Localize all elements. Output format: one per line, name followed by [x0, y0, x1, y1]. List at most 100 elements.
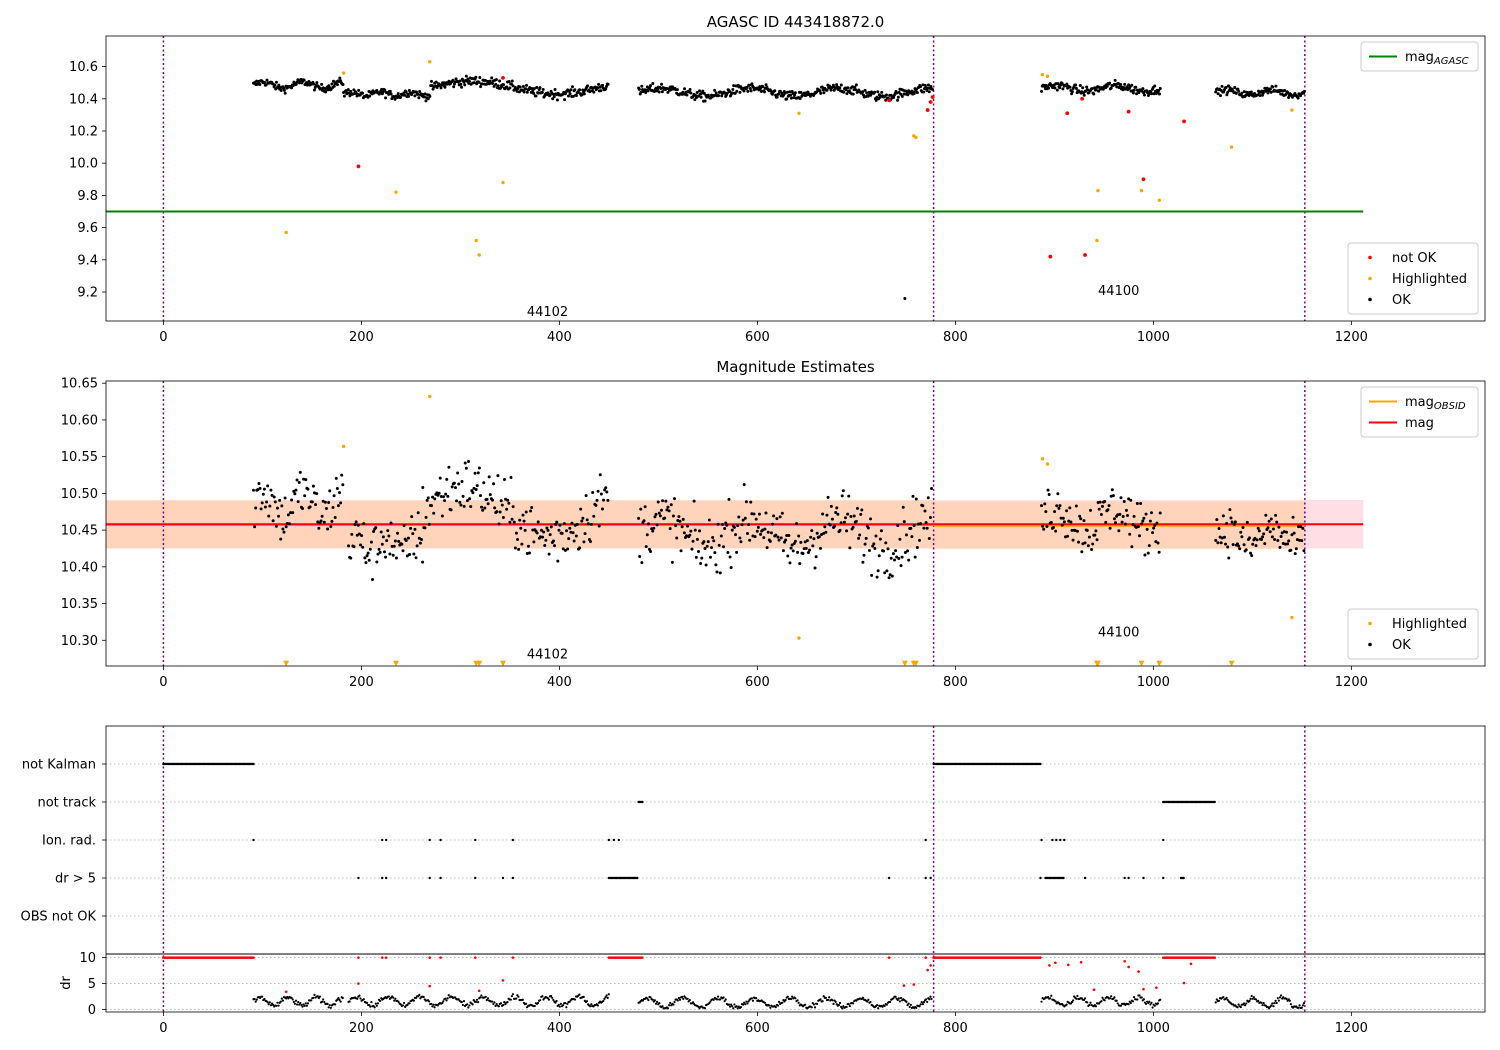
ok-data-point: [411, 532, 415, 536]
ok-data-point: [702, 540, 706, 544]
ok-data-point: [1115, 85, 1119, 89]
not-ok-data-point: [1126, 109, 1131, 114]
ok-data-point: [466, 77, 470, 81]
flag-point: [612, 838, 616, 842]
ok-data-point: [273, 500, 277, 504]
ok-data-point: [1099, 512, 1103, 516]
dr-point: [751, 999, 755, 1002]
dr-point: [348, 1000, 351, 1003]
dr-point: [658, 1001, 661, 1005]
dr-point: [365, 1001, 369, 1004]
ok-data-point: [1299, 525, 1303, 529]
dr-point: [1277, 999, 1280, 1002]
dr-point: [322, 998, 325, 1001]
ok-data-point: [1216, 541, 1220, 545]
ok-data-point: [606, 82, 610, 86]
ok-data-point: [657, 511, 661, 515]
dr-point: [1040, 1000, 1043, 1003]
ok-data-point: [310, 500, 314, 504]
ok-data-point: [1291, 515, 1295, 519]
ok-data-point: [1075, 529, 1079, 533]
ok-data-point: [332, 494, 336, 498]
ok-data-point: [350, 532, 354, 536]
ok-data-point: [427, 522, 431, 526]
x-tick-label: 800: [943, 1021, 968, 1036]
ok-data-point: [903, 296, 907, 300]
dr-point: [1257, 999, 1260, 1002]
dr-point: [474, 1000, 478, 1004]
ok-data-point: [263, 81, 267, 85]
ok-data-point: [496, 474, 500, 478]
flag-point: [439, 876, 442, 880]
ok-data-point: [270, 493, 274, 497]
ok-data-point: [1242, 90, 1246, 94]
ok-data-point: [377, 547, 381, 551]
dr-point: [445, 999, 448, 1002]
ok-data-point: [568, 92, 572, 96]
ok-data-point: [921, 504, 925, 508]
ok-data-point: [347, 544, 351, 548]
ok-data-point: [900, 94, 904, 98]
ok-data-point: [282, 88, 286, 92]
ok-data-point: [402, 524, 406, 528]
dr-point: [414, 996, 418, 999]
ok-data-point: [864, 536, 868, 540]
dr-point: [362, 998, 365, 1001]
dr-point: [715, 998, 719, 1001]
dr-point: [549, 994, 553, 998]
ok-data-point: [811, 544, 815, 548]
not-ok-data-point: [1048, 254, 1053, 259]
ok-data-point: [1105, 84, 1109, 88]
dr-point: [446, 997, 449, 1000]
ok-data-point: [1232, 522, 1236, 526]
dr-high-point: [477, 989, 481, 993]
legend-label: magAGASC: [1405, 50, 1469, 67]
ok-data-point: [919, 522, 923, 526]
ok-data-point: [885, 569, 889, 573]
ok-data-point: [320, 514, 324, 518]
ok-data-point: [720, 94, 724, 98]
ok-data-point: [836, 512, 840, 516]
ok-data-point: [498, 510, 502, 514]
dr-point: [1151, 1006, 1154, 1009]
ok-data-point: [1244, 548, 1248, 552]
ok-data-point: [724, 521, 728, 525]
ok-data-point: [1074, 86, 1078, 90]
ok-data-point: [1150, 92, 1154, 96]
dr-high-point: [1137, 970, 1140, 973]
highlighted-data-point: [1157, 198, 1162, 202]
ok-data-point: [451, 78, 455, 82]
ok-data-point: [668, 527, 672, 531]
ok-data-point: [326, 88, 330, 92]
dr-point: [300, 1003, 303, 1007]
ok-data-point: [1290, 533, 1294, 537]
ok-data-point: [723, 526, 727, 530]
ok-data-point: [1277, 525, 1281, 529]
ok-data-point: [497, 522, 501, 526]
dr-high-point: [1123, 959, 1126, 963]
dr-high-point: [380, 956, 384, 959]
dr-point: [521, 998, 524, 1001]
dr-point: [712, 998, 715, 1001]
ok-data-point: [861, 560, 865, 564]
dr-point: [733, 1003, 736, 1006]
ok-data-point: [522, 90, 526, 94]
dr-point: [929, 995, 932, 998]
ok-data-point: [479, 85, 483, 89]
dr-point: [1267, 1007, 1271, 1010]
ok-data-point: [385, 539, 389, 543]
dr-point: [789, 997, 793, 1001]
ok-data-point: [806, 551, 810, 555]
dr-point: [468, 1004, 471, 1007]
legend-label-text: Highlighted: [1392, 272, 1467, 287]
dr-point: [432, 1003, 435, 1006]
ok-data-point: [866, 526, 870, 530]
ok-data-point: [293, 492, 297, 496]
ok-data-point: [927, 90, 931, 94]
ok-data-point: [598, 473, 602, 477]
ok-data-point: [763, 527, 767, 531]
ok-data-point: [821, 512, 825, 516]
dr-point: [467, 1006, 470, 1009]
ok-data-point: [557, 528, 561, 532]
